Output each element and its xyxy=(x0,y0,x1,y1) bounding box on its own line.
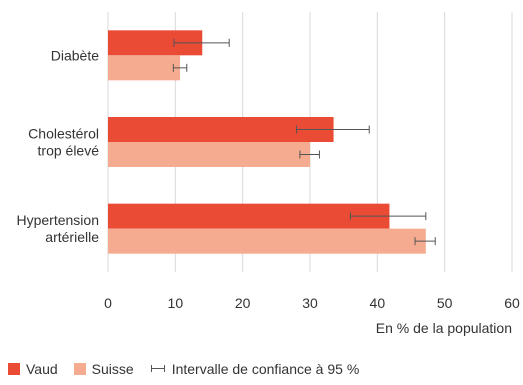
x-tick-label-20: 20 xyxy=(235,295,251,311)
category-label-line: Diabète xyxy=(51,47,99,63)
category-label-0: Diabète xyxy=(51,47,99,63)
x-tick-label-40: 40 xyxy=(370,295,386,311)
legend: Vaud Suisse Intervalle de confiance à 95… xyxy=(8,359,375,379)
legend-item-vaud: Vaud xyxy=(8,361,58,377)
legend-label-suisse: Suisse xyxy=(91,361,134,377)
category-label-line: artérielle xyxy=(45,229,99,245)
category-label-line: Cholestérol xyxy=(28,126,99,142)
category-label-2: Hypertension artérielle xyxy=(17,212,100,245)
x-tick-label-0: 0 xyxy=(104,295,112,311)
x-tick-label-50: 50 xyxy=(437,295,453,311)
legend-swatch-suisse xyxy=(73,363,86,375)
category-label-1: Cholestérol trop élevé xyxy=(28,126,99,159)
confidence-interval-icon xyxy=(150,364,166,374)
legend-label-ci: Intervalle de confiance à 95 % xyxy=(171,361,360,377)
legend-label-vaud: Vaud xyxy=(26,361,58,377)
legend-swatch-vaud xyxy=(8,363,20,375)
bar-vaud-1 xyxy=(108,117,334,142)
x-tick-label-60: 60 xyxy=(504,295,520,311)
x-tick-label-10: 10 xyxy=(168,295,184,311)
bar-vaud-2 xyxy=(108,203,390,229)
category-label-line: trop élevé xyxy=(38,143,100,159)
bar-suisse-0 xyxy=(108,55,181,81)
bar-suisse-1 xyxy=(108,142,310,167)
x-axis-label: En % de la population xyxy=(376,320,512,336)
legend-item-ci: Intervalle de confiance à 95 % xyxy=(150,361,360,377)
legend-item-suisse: Suisse xyxy=(73,361,134,377)
bar-suisse-2 xyxy=(108,228,426,254)
category-label-line: Hypertension xyxy=(17,212,100,228)
x-tick-label-30: 30 xyxy=(302,295,318,311)
